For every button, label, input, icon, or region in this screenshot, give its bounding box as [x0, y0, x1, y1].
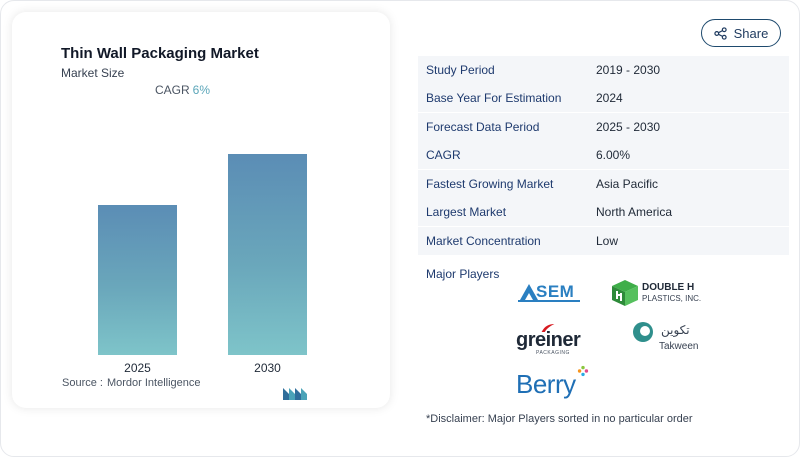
double-h-cube-icon [612, 280, 638, 306]
cagr-label: CAGR [155, 83, 190, 97]
double-h-plastics-logo: DOUBLE H PLASTICS, INC. [611, 279, 701, 307]
berry-logo: Berry [516, 365, 590, 403]
table-row-base-year: Base Year For Estimation 2024 [418, 84, 789, 112]
table-row-concentration: Market Concentration Low [418, 227, 789, 255]
row-key: CAGR [426, 148, 461, 162]
share-icon [713, 26, 727, 40]
berry-sparkle-icon [577, 365, 589, 377]
row-value: 2024 [596, 91, 623, 105]
row-key: Base Year For Estimation [426, 91, 562, 105]
source-name: Mordor Intelligence [106, 377, 201, 389]
row-value: 6.00% [596, 148, 631, 162]
takween-english-text: Takween [659, 341, 699, 352]
market-size-card [12, 12, 390, 408]
chart-title: Thin Wall Packaging Market [61, 45, 259, 62]
berry-logo-text: Berry [516, 369, 576, 399]
mordor-intelligence-logo-icon [283, 388, 307, 400]
sem-logo-text: SEM [536, 282, 575, 301]
takween-arabic-text: تكوين [661, 323, 690, 337]
row-value: 2019 - 2030 [596, 63, 661, 77]
double-h-line1: DOUBLE H [642, 282, 695, 293]
sem-logo: SEM [518, 281, 582, 303]
table-row-cagr: CAGR 6.00% [418, 141, 789, 169]
x-tick-label: 2030 [254, 361, 281, 375]
row-key: Largest Market [426, 205, 507, 219]
row-key: Forecast Data Period [426, 120, 540, 134]
disclaimer-text: *Disclaimer: Major Players sorted in no … [426, 413, 693, 425]
takween-logo: تكوين Takween [631, 318, 703, 358]
chart-subtitle: Market Size [61, 66, 125, 80]
bar-2025 [98, 205, 177, 355]
source-label: Source : [62, 377, 103, 389]
cagr-value: 6% [192, 83, 211, 97]
share-label: Share [733, 25, 769, 41]
row-value: North America [596, 205, 673, 219]
double-h-line2: PLASTICS, INC. [642, 294, 702, 303]
table-row-largest-market: Largest Market North America [418, 198, 789, 226]
share-button[interactable]: Share [701, 19, 781, 47]
cagr-indicator: CAGR 6% [155, 83, 210, 97]
table-row-study-period: Study Period 2019 - 2030 [418, 56, 789, 84]
x-tick-label: 2025 [124, 361, 151, 375]
table-row-fastest-growing: Fastest Growing Market Asia Pacific [418, 170, 789, 198]
row-value: Low [596, 234, 619, 248]
sem-logo-mark-icon [518, 284, 580, 302]
greiner-swoosh-icon [541, 324, 555, 332]
row-key: Market Concentration [426, 234, 541, 248]
row-key: Fastest Growing Market [426, 177, 554, 191]
takween-ring-icon [633, 322, 653, 342]
source-line: Source : Mordor Intelligence [62, 377, 201, 389]
bar-2030 [228, 154, 307, 355]
greiner-logo-subtext: PACKAGING [536, 350, 570, 356]
row-key: Study Period [426, 63, 495, 77]
major-players-title: Major Players [426, 267, 500, 281]
row-value: 2025 - 2030 [596, 120, 661, 134]
greiner-packaging-logo: greiner PACKAGING [516, 323, 592, 356]
row-value: Asia Pacific [596, 177, 659, 191]
table-row-forecast-period: Forecast Data Period 2025 - 2030 [418, 113, 789, 141]
greiner-logo-text: greiner [516, 329, 581, 351]
